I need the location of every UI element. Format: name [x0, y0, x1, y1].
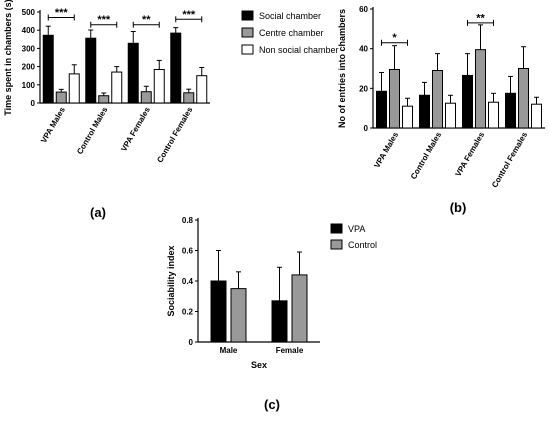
- bar: [402, 105, 413, 129]
- legend-label: VPA: [348, 224, 365, 234]
- bar: [183, 92, 195, 104]
- bar: [518, 68, 529, 129]
- bar: [505, 92, 516, 129]
- y-tick-label: 100: [22, 81, 36, 90]
- bar: [488, 101, 499, 129]
- panel-a-time-spent-chart: 0 100 200 300 400 500 Time spent in chambers (…: [3, 0, 210, 164]
- y-tick-label: 500: [22, 8, 36, 17]
- x-tick-label: VPA Females: [454, 130, 487, 178]
- bar: [153, 69, 165, 104]
- y-tick-label: 40: [359, 45, 368, 54]
- legend-swatch: [241, 10, 254, 21]
- panel-b-entries-chart: 0 20 40 60 No of entries into chambers VPA Ma…: [337, 5, 545, 189]
- y-tick-label: 0.2: [182, 308, 194, 317]
- y-axis-label: Sociability index: [166, 245, 176, 316]
- panel-c-label: (c): [264, 397, 280, 412]
- y-tick-label: 0.6: [182, 247, 194, 256]
- significance-label: **: [476, 12, 485, 24]
- bar: [230, 288, 247, 343]
- legend-label: Control: [348, 240, 377, 250]
- legend-chambers: Social chamber Centre chamber Non social c…: [241, 10, 339, 55]
- bar: [419, 94, 430, 129]
- bar: [531, 103, 542, 129]
- y-tick-label: 400: [22, 26, 36, 35]
- bar: [475, 49, 486, 129]
- bar: [111, 71, 123, 104]
- bar: [291, 274, 308, 343]
- bar: [271, 300, 288, 343]
- legend-label: Centre chamber: [259, 28, 324, 38]
- bar: [376, 90, 387, 129]
- x-tick-label: VPA Males: [39, 105, 67, 145]
- x-tick-label: Control Females: [155, 105, 194, 164]
- significance-label: ***: [55, 7, 69, 19]
- bar: [389, 68, 400, 129]
- y-tick-label: 0: [364, 124, 369, 133]
- bar: [127, 42, 139, 104]
- bar: [140, 91, 152, 104]
- y-axis-label: No of entries into chambers: [337, 9, 347, 128]
- x-tick-label: Control Females: [490, 130, 529, 189]
- bar: [445, 102, 456, 129]
- y-axis-label: Time spent in chambers (s): [3, 0, 13, 116]
- y-tick-label: 60: [359, 5, 368, 14]
- x-axis-label: Sex: [251, 360, 267, 370]
- panel-b-label: (b): [450, 200, 467, 215]
- legend-swatch: [241, 27, 254, 38]
- bar: [462, 74, 473, 129]
- x-tick-label: VPA Males: [372, 130, 400, 170]
- y-tick-label: 0.8: [182, 216, 194, 225]
- bar: [432, 69, 443, 129]
- bar: [55, 91, 67, 104]
- y-tick-label: 0: [31, 99, 36, 108]
- y-tick-label: 20: [359, 84, 368, 93]
- bar: [85, 37, 97, 104]
- y-tick-label: 200: [22, 63, 36, 72]
- bar: [210, 280, 227, 343]
- legend-label: Social chamber: [259, 11, 321, 21]
- significance-label: ***: [182, 9, 196, 21]
- legend-groups: VPA Control: [330, 223, 377, 250]
- legend-swatch: [330, 223, 343, 234]
- bar: [170, 32, 182, 104]
- x-tick-label: Female: [276, 346, 304, 355]
- bar: [196, 75, 208, 104]
- significance-label: **: [142, 14, 151, 26]
- bar: [42, 34, 54, 104]
- legend-label: Non social chamber: [259, 45, 339, 55]
- legend-swatch: [330, 239, 343, 250]
- bar: [98, 95, 110, 104]
- panel-c-sociability-chart: 0 0.2 0.4 0.6 0.8 Sociability index Male Female…: [166, 216, 320, 370]
- x-tick-label: Male: [220, 346, 238, 355]
- x-tick-label: Control Males: [409, 130, 444, 181]
- y-tick-label: 0: [189, 338, 194, 347]
- x-tick-label: Control Males: [75, 105, 110, 156]
- panel-a-label: (a): [90, 205, 106, 220]
- y-tick-label: 300: [22, 44, 36, 53]
- x-tick-label: VPA Females: [119, 105, 152, 153]
- significance-label: *: [392, 32, 397, 44]
- bar: [68, 73, 80, 104]
- y-tick-label: 0.4: [182, 277, 194, 286]
- significance-label: ***: [97, 14, 111, 26]
- legend-swatch: [241, 44, 254, 55]
